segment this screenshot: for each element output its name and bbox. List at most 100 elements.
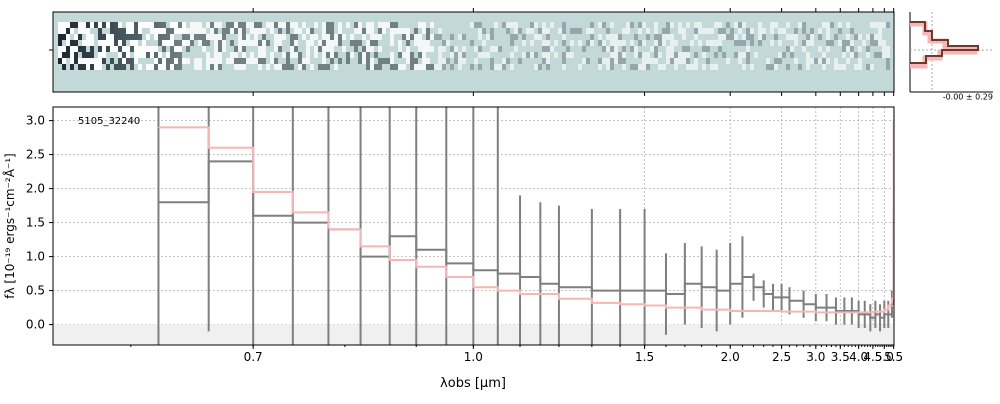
heatmap-cell <box>770 22 774 28</box>
heatmap-cell <box>110 34 114 40</box>
heatmap-cell <box>226 28 230 34</box>
heatmap-cell <box>554 40 558 46</box>
data-point <box>496 272 499 275</box>
heatmap-cell <box>210 64 214 70</box>
heatmap-cell <box>450 46 454 52</box>
heatmap-cell <box>282 34 286 40</box>
heatmap-cell <box>746 34 750 40</box>
heatmap-cell <box>742 34 746 40</box>
heatmap-cell <box>362 58 366 64</box>
heatmap-cell <box>494 64 498 70</box>
heatmap-cell <box>478 64 482 70</box>
heatmap-cell <box>646 28 650 34</box>
heatmap-cell <box>374 34 378 40</box>
heatmap-cell <box>378 22 382 28</box>
heatmap-cell <box>622 40 626 46</box>
heatmap-cell <box>250 40 254 46</box>
heatmap-cell <box>118 58 122 64</box>
heatmap-cell <box>158 22 162 28</box>
heatmap-cell <box>666 52 670 58</box>
heatmap-cell <box>606 64 610 70</box>
data-point <box>157 201 160 203</box>
heatmap-cell <box>650 58 654 64</box>
heatmap-cell <box>742 64 746 70</box>
heatmap-cell <box>886 64 890 70</box>
heatmap-cell <box>442 64 446 70</box>
heatmap-cell <box>62 58 66 64</box>
data-point <box>891 303 893 306</box>
heatmap-cell <box>694 64 698 70</box>
heatmap-cell <box>358 40 362 46</box>
heatmap-cell <box>378 58 382 64</box>
heatmap-cell <box>102 52 106 58</box>
heatmap-cell <box>110 58 114 64</box>
heatmap-cell <box>490 46 494 52</box>
heatmap-cell <box>394 28 398 34</box>
heatmap-cell <box>490 64 494 70</box>
heatmap-cell <box>130 34 134 40</box>
heatmap-cell <box>206 40 210 46</box>
heatmap-cell <box>90 58 94 64</box>
heatmap-cell <box>818 28 822 34</box>
heatmap-cell <box>550 22 554 28</box>
heatmap-cell <box>678 28 682 34</box>
heatmap-cell <box>130 22 134 28</box>
heatmap-cell <box>158 40 162 46</box>
heatmap-cell <box>162 22 166 28</box>
heatmap-cell <box>482 40 486 46</box>
heatmap-cell <box>630 64 634 70</box>
heatmap-cell <box>370 34 374 40</box>
heatmap-cell <box>770 40 774 46</box>
data-point <box>252 215 254 217</box>
heatmap-cell <box>850 46 854 52</box>
heatmap-cell <box>358 22 362 28</box>
heatmap-cell <box>138 28 142 34</box>
heatmap-cell <box>170 58 174 64</box>
heatmap-cell <box>610 64 614 70</box>
heatmap-cell <box>622 52 626 58</box>
heatmap-cell <box>230 40 234 46</box>
heatmap-cell <box>398 40 402 46</box>
heatmap-cell <box>534 52 538 58</box>
heatmap-cell <box>546 34 550 40</box>
heatmap-cell <box>274 40 278 46</box>
heatmap-cell <box>694 28 698 34</box>
heatmap-cell <box>874 34 878 40</box>
heatmap-cell <box>118 28 122 34</box>
heatmap-cell <box>418 52 422 58</box>
heatmap-cell <box>66 34 70 40</box>
heatmap-cell <box>754 52 758 58</box>
heatmap-cell <box>674 40 678 46</box>
heatmap-cell <box>162 40 166 46</box>
heatmap-cell <box>286 58 290 64</box>
heatmap-cell <box>598 58 602 64</box>
heatmap-cell <box>438 34 442 40</box>
heatmap-cell <box>206 58 210 64</box>
heatmap-cell <box>758 34 762 40</box>
heatmap-cell <box>786 46 790 52</box>
data-point <box>472 269 475 272</box>
heatmap-cell <box>378 34 382 40</box>
heatmap-cell <box>442 46 446 52</box>
heatmap-cell <box>802 46 806 52</box>
heatmap-cell <box>654 46 658 52</box>
heatmap-cell <box>322 58 326 64</box>
heatmap-cell <box>794 58 798 64</box>
heatmap-cell <box>130 46 134 52</box>
heatmap-cell <box>822 52 826 58</box>
heatmap-cell <box>262 52 266 58</box>
heatmap-cell <box>242 22 246 28</box>
heatmap-cell <box>302 34 306 40</box>
heatmap-cell <box>130 28 134 34</box>
heatmap-cell <box>174 52 178 58</box>
heatmap-cell <box>746 28 750 34</box>
heatmap-cell <box>806 40 810 46</box>
heatmap-cell <box>870 40 874 46</box>
heatmap-cell <box>506 28 510 34</box>
heatmap-cell <box>178 46 182 52</box>
heatmap-cell <box>414 64 418 70</box>
heatmap-cell <box>654 58 658 64</box>
heatmap-cell <box>406 40 410 46</box>
heatmap-cell <box>134 28 138 34</box>
heatmap-cell <box>162 28 166 34</box>
